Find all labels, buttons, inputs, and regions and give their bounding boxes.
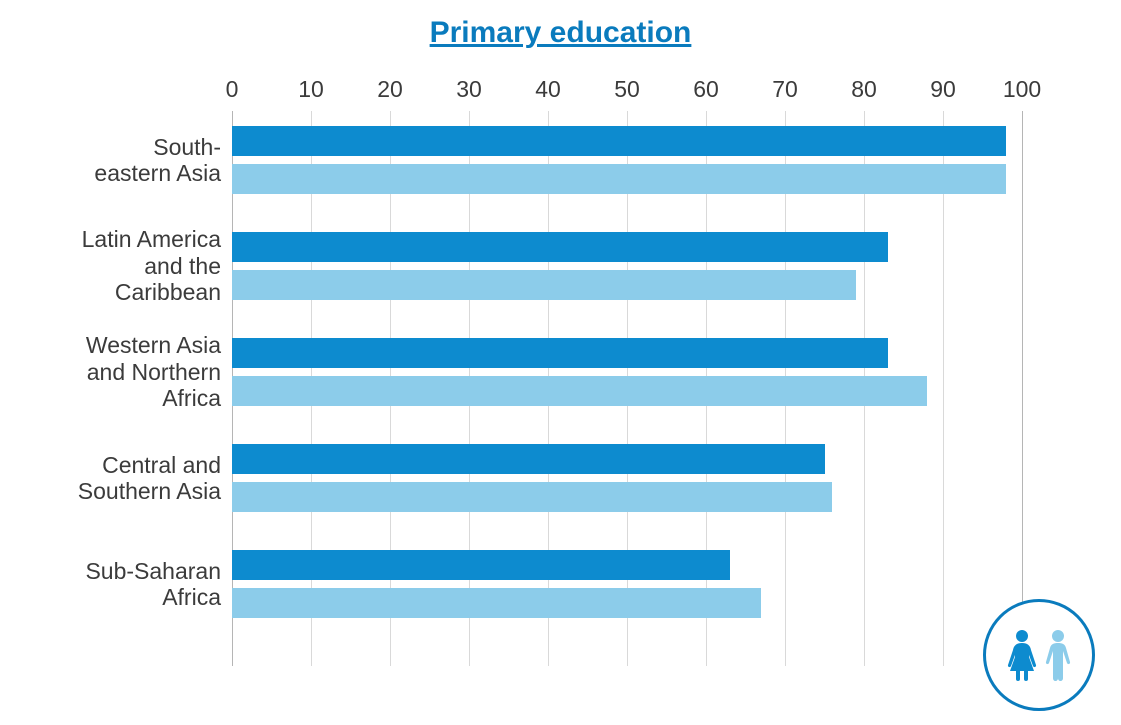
- chart-plot-area: 0102030405060708090100: [232, 66, 1022, 666]
- boy-icon: [1045, 629, 1071, 681]
- gridline: [943, 111, 944, 666]
- x-tick-label: 0: [202, 76, 262, 103]
- bar-male: [232, 376, 927, 406]
- x-tick-label: 20: [360, 76, 420, 103]
- category-label: Latin Americaand theCaribbean: [11, 226, 221, 305]
- x-tick-label: 100: [992, 76, 1052, 103]
- bar-female: [232, 232, 888, 262]
- x-tick-label: 60: [676, 76, 736, 103]
- bar-female: [232, 126, 1006, 156]
- bar-female: [232, 444, 825, 474]
- x-tick-label: 90: [913, 76, 973, 103]
- bar-male: [232, 588, 761, 618]
- legend-circle: [983, 599, 1095, 711]
- x-tick-label: 30: [439, 76, 499, 103]
- bar-male: [232, 270, 856, 300]
- bar-male: [232, 482, 832, 512]
- x-tick-label: 40: [518, 76, 578, 103]
- x-tick-label: 10: [281, 76, 341, 103]
- x-tick-label: 70: [755, 76, 815, 103]
- bar-male: [232, 164, 1006, 194]
- bar-female: [232, 338, 888, 368]
- girl-icon: [1007, 629, 1037, 681]
- gridline: [1022, 111, 1023, 666]
- category-label: Western Asiaand NorthernAfrica: [11, 332, 221, 411]
- chart-title: Primary education: [0, 16, 1121, 50]
- category-label: South-eastern Asia: [11, 134, 221, 187]
- bar-female: [232, 550, 730, 580]
- category-label: Sub-SaharanAfrica: [11, 558, 221, 611]
- category-label: Central andSouthern Asia: [11, 452, 221, 505]
- x-tick-label: 80: [834, 76, 894, 103]
- x-tick-label: 50: [597, 76, 657, 103]
